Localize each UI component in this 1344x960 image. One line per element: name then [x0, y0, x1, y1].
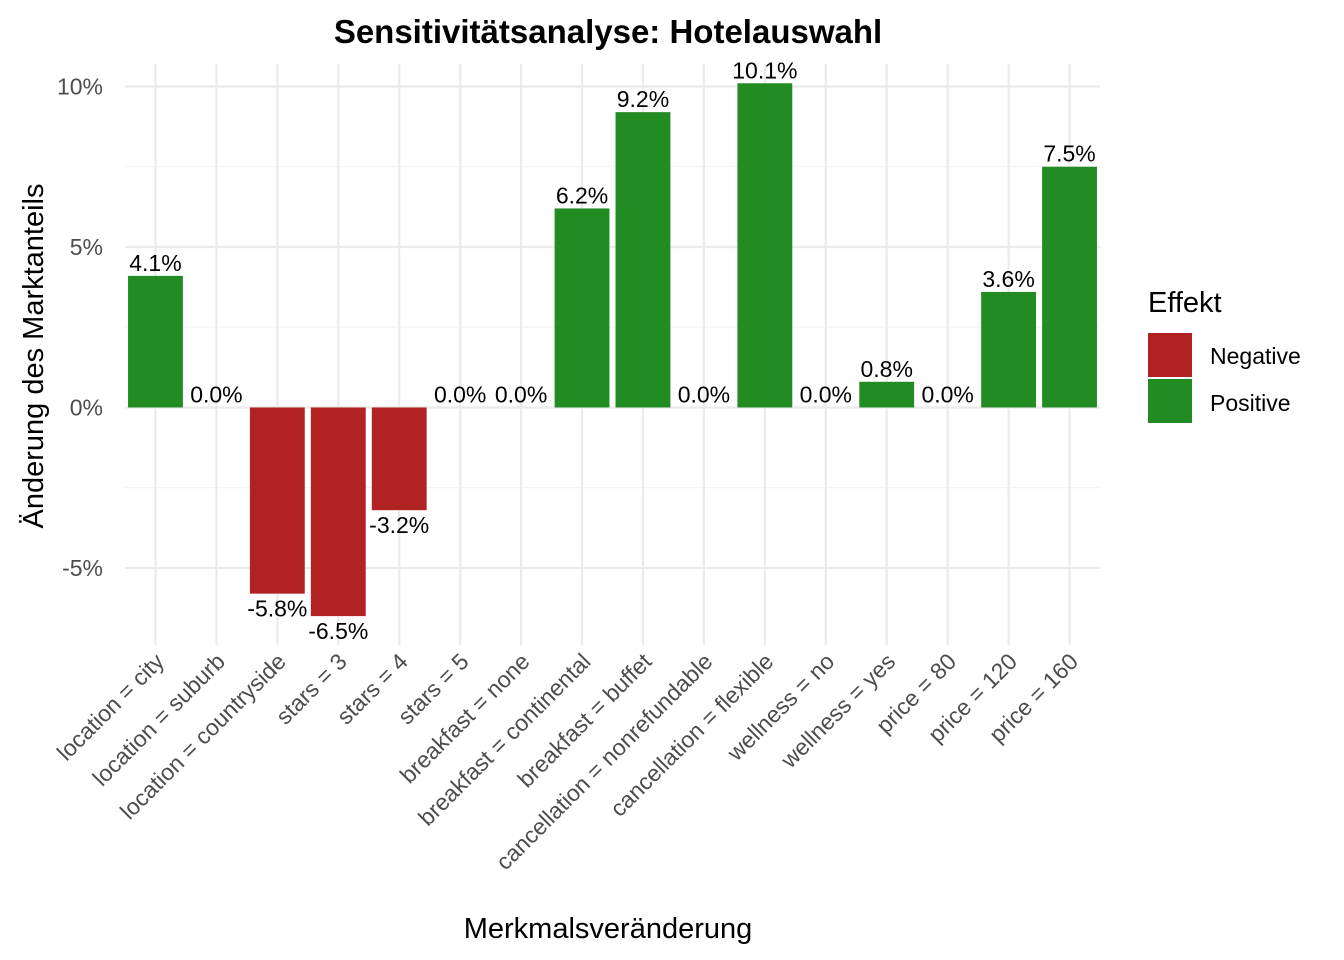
chart-title: Sensitivitätsanalyse: Hotelauswahl: [334, 13, 882, 50]
bar: [737, 83, 793, 408]
data-labels: 4.1% 0.0% -5.8%-6.5% -3.2% 0.0% 0.0% 6.2% 9.2% 0…: [129, 57, 1096, 644]
legend-swatch-positive: [1148, 379, 1192, 423]
bar: [128, 275, 183, 408]
y-tick-label: 5%: [70, 234, 103, 260]
bar: [249, 407, 305, 594]
data-label: 0.0%: [190, 381, 242, 407]
data-label: 4.1%: [129, 250, 181, 276]
x-axis-title: Merkmalsveränderung: [464, 913, 753, 945]
y-axis-title: Änderung des Marktanteils: [18, 184, 50, 529]
data-label: 0.0%: [800, 381, 852, 407]
y-axis-ticks: -5% 0% 5% 10%: [57, 73, 103, 580]
legend: Effekt Negative Positive: [1148, 287, 1301, 423]
y-tick-label: 0%: [70, 394, 103, 420]
data-label: 7.5%: [1043, 141, 1095, 167]
data-label: 9.2%: [617, 86, 669, 112]
data-label: 6.2%: [556, 182, 608, 208]
bar: [310, 407, 366, 617]
data-label: 0.0%: [434, 381, 486, 407]
data-label: 0.0%: [678, 381, 730, 407]
bar: [615, 112, 671, 408]
legend-label-negative: Negative: [1210, 343, 1301, 369]
data-label: 3.6%: [982, 266, 1034, 292]
data-label: 10.1%: [732, 57, 797, 83]
legend-title: Effekt: [1148, 287, 1222, 319]
bar: [371, 407, 427, 511]
data-label: 0.8%: [861, 356, 913, 382]
data-label: 0.0%: [495, 381, 547, 407]
bars: [128, 83, 1097, 617]
bar: [554, 208, 610, 408]
data-label: 0.0%: [921, 381, 973, 407]
legend-label-positive: Positive: [1210, 390, 1291, 416]
y-tick-label: -5%: [62, 555, 103, 581]
y-tick-label: 10%: [57, 73, 103, 99]
data-label: -5.8%: [247, 596, 307, 622]
bar: [981, 291, 1037, 408]
bar: [859, 381, 915, 408]
data-label: -6.5%: [308, 618, 368, 644]
bar: [1042, 166, 1097, 408]
legend-swatch-negative: [1148, 333, 1192, 377]
data-label: -3.2%: [369, 512, 429, 538]
